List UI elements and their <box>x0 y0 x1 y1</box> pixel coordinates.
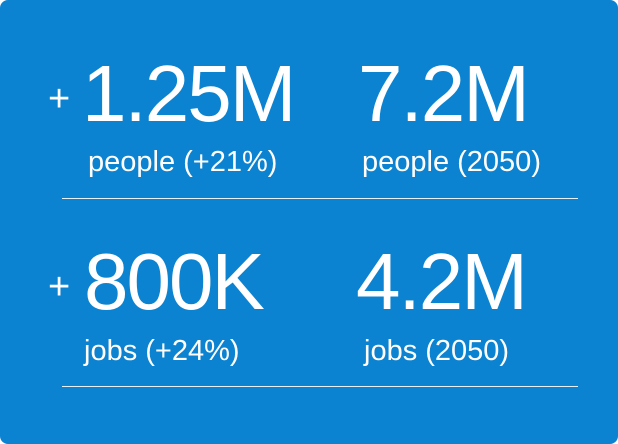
prefix: + <box>48 78 71 120</box>
divider <box>62 198 578 199</box>
stat-label: people (+21%) <box>88 146 278 178</box>
stat-value: 7.2M <box>358 49 530 138</box>
stat-value: 800K <box>84 237 265 326</box>
prefix: + <box>48 266 71 308</box>
stat-label: people (2050) <box>362 146 541 178</box>
stat-value: 1.25M <box>82 49 296 138</box>
divider <box>62 386 578 387</box>
stat-value: 4.2M <box>356 237 528 326</box>
stat-label: jobs (+24%) <box>84 335 240 367</box>
stat-label: jobs (2050) <box>364 335 510 367</box>
